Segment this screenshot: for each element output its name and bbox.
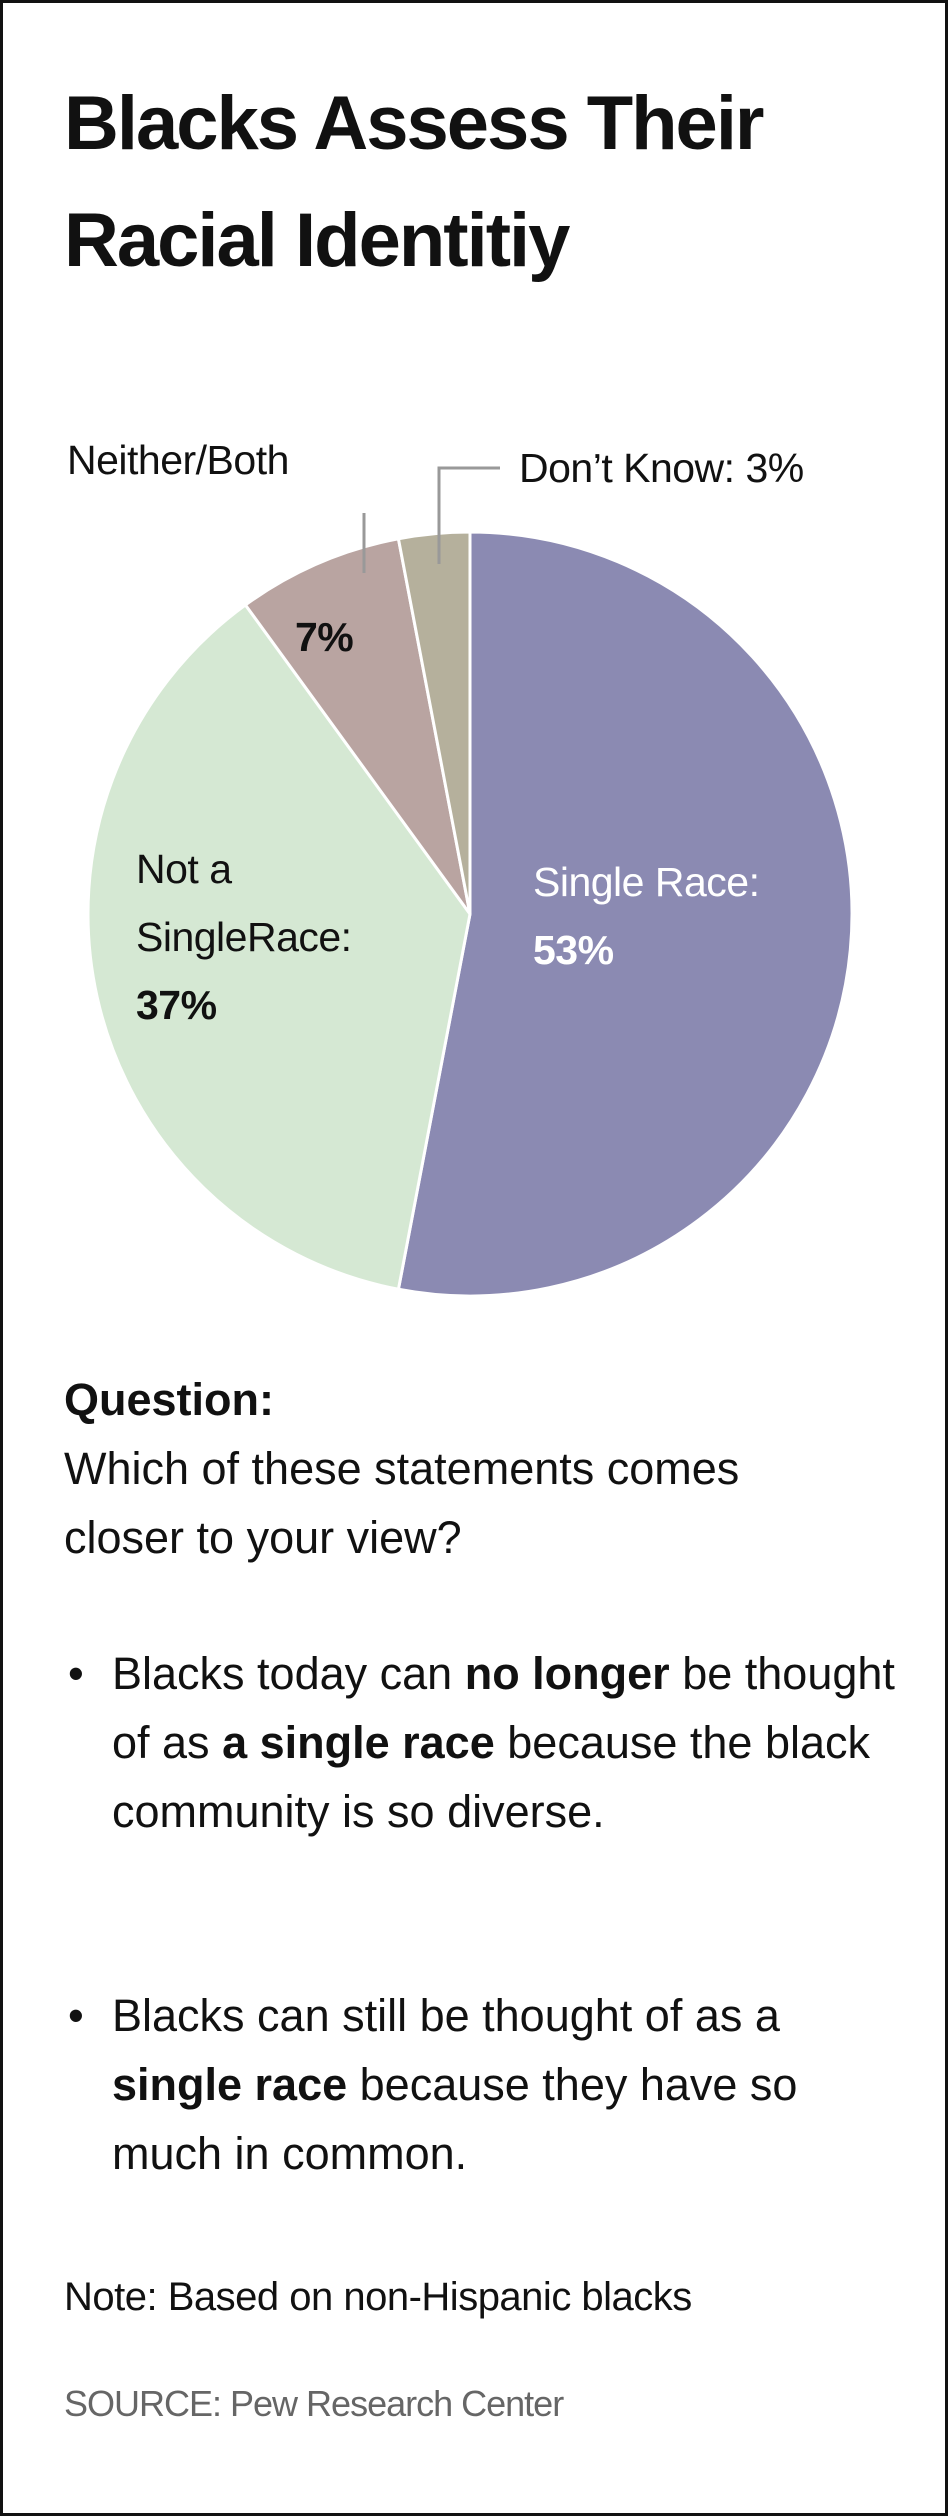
value-label: 7% [295,614,354,660]
source: SOURCE: Pew Research Center [64,2383,564,2424]
category-label: Single Race: [533,859,760,905]
text-segment: be thought of as [112,1648,895,1768]
pie-slice [396,530,854,1298]
text-segment: because the black community is so divers… [112,1717,871,1837]
value-label: 3% [745,445,804,491]
pie-slice [243,537,472,915]
text-segment: because they have so much in common. [112,2059,798,2179]
text-segment: a single race [222,1717,495,1768]
pie-chart [86,466,854,1298]
category-label: Don’t Know: [519,445,735,491]
bullet: Blacks can still be thought of as a sing… [68,1981,902,2188]
pie-slice [86,602,472,1291]
category-label: Neither/Both [67,437,289,483]
text-segment: no longer [464,1648,670,1699]
text-segment: single race [112,2059,348,2110]
text-segment: Blacks can still be thought of as a [112,1990,780,2041]
value-label: 53% [533,927,614,973]
chart-title: Blacks Assess Their Racial Identitiy [64,81,765,283]
value-label: 37% [136,982,217,1028]
text-segment: Blacks today can [112,1648,453,1699]
slice-label: Single Race: 53% [533,848,760,984]
slice-label: Not a SingleRace: 37% [136,835,406,1039]
category-label: Not a SingleRace: [136,846,352,960]
pie-slice [396,530,472,915]
bullet: Blacks today can no longer be thought of… [68,1639,902,1846]
leader-line [437,466,500,564]
note: Note: Based on non-Hispanic blacks [64,2275,692,2319]
question-heading: Question: [64,1374,274,1425]
slice-label: Don’t Know: 3% [519,434,804,502]
question-text: Which of these statements comes closer t… [64,1443,740,1563]
